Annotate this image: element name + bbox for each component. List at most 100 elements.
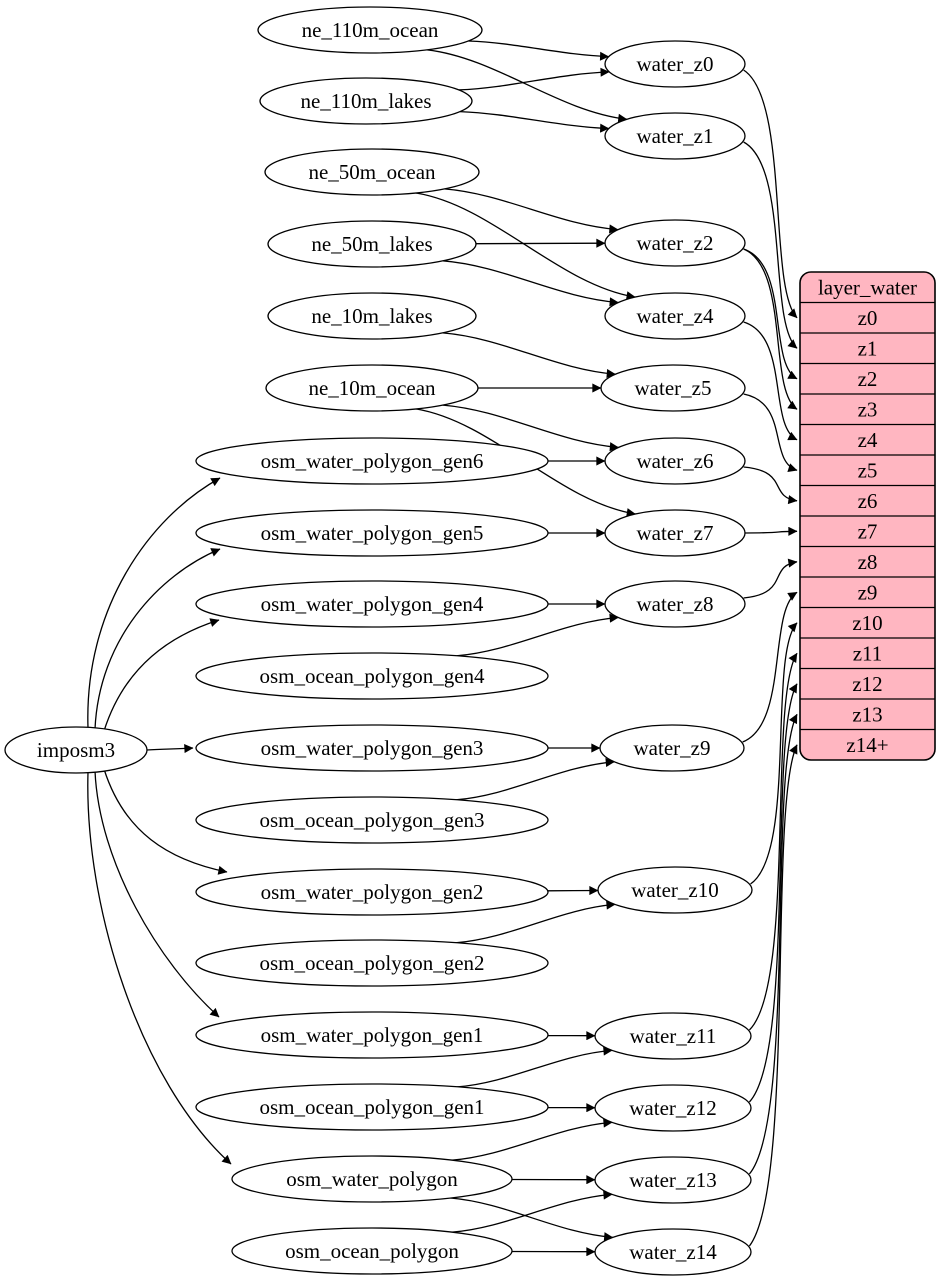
edge-water_z0-row-z0 xyxy=(743,69,798,319)
table-row-z12: z12 xyxy=(852,672,882,696)
node-water_z13: water_z13 xyxy=(594,1156,752,1204)
node-water_z10: water_z10 xyxy=(597,866,753,914)
node-osm_water_polygon_gen6: osm_water_polygon_gen6 xyxy=(195,437,549,485)
node-ellipse-osm_ocean_polygon_gen1 xyxy=(195,1083,549,1131)
node-label-water_z7: water_z7 xyxy=(637,521,714,545)
node-ellipse-water_z5 xyxy=(600,364,746,412)
table-row-z10: z10 xyxy=(852,611,882,635)
table-row-z5: z5 xyxy=(858,458,878,482)
node-label-water_z8: water_z8 xyxy=(637,592,714,616)
node-ellipse-water_z4 xyxy=(604,292,746,340)
node-label-ne_10m_ocean: ne_10m_ocean xyxy=(308,376,436,400)
node-water_z4: water_z4 xyxy=(604,292,746,340)
node-label-water_z14: water_z14 xyxy=(629,1240,717,1264)
node-osm_water_polygon_gen2: osm_water_polygon_gen2 xyxy=(195,868,549,916)
edge-water_z9-row-z9 xyxy=(742,591,798,743)
node-label-osm_ocean_polygon_gen1: osm_ocean_polygon_gen1 xyxy=(259,1095,484,1119)
node-label-osm_water_polygon: osm_water_polygon xyxy=(286,1167,458,1191)
table-title: layer_water xyxy=(818,275,917,299)
node-ellipse-osm_water_polygon xyxy=(231,1155,513,1203)
node-ellipse-water_z2 xyxy=(604,219,746,267)
node-label-water_z6: water_z6 xyxy=(637,449,714,473)
node-ellipse-osm_water_polygon_gen5 xyxy=(195,509,549,557)
node-label-water_z1: water_z1 xyxy=(637,124,714,148)
edge-osm_ocean_polygon_gen3-water_z9 xyxy=(456,757,615,801)
edge-water_z8-row-z8 xyxy=(743,558,798,599)
table-row-z14+: z14+ xyxy=(846,733,888,757)
table-row-z2: z2 xyxy=(858,367,878,391)
node-water_z1: water_z1 xyxy=(604,112,746,160)
node-ellipse-water_z13 xyxy=(594,1156,752,1204)
node-osm_ocean_polygon_gen4: osm_ocean_polygon_gen4 xyxy=(195,652,549,700)
node-imposm3: imposm3 xyxy=(4,726,148,774)
edge-water_z12-row-z12 xyxy=(748,683,798,1103)
edge-water_z1-row-z1 xyxy=(743,141,798,349)
node-osm_water_polygon_gen5: osm_water_polygon_gen5 xyxy=(195,509,549,557)
table-row-z11: z11 xyxy=(853,641,883,665)
edge-imposm3-osm_water_polygon xyxy=(87,771,232,1165)
node-ellipse-water_z9 xyxy=(599,724,745,772)
node-label-water_z11: water_z11 xyxy=(630,1024,717,1048)
node-water_z6: water_z6 xyxy=(604,437,746,485)
node-ellipse-ne_10m_ocean xyxy=(265,364,479,412)
node-label-water_z12: water_z12 xyxy=(629,1096,716,1120)
edge-ne_10m_lakes-water_z5 xyxy=(442,332,616,379)
edge-water_z5-row-z5 xyxy=(743,393,798,473)
node-ellipse-ne_50m_lakes xyxy=(267,220,477,268)
node-water_z11: water_z11 xyxy=(594,1012,752,1060)
node-ellipse-osm_water_polygon_gen1 xyxy=(195,1011,549,1059)
node-ellipse-osm_water_polygon_gen3 xyxy=(195,724,549,772)
edge-water_z11-row-z11 xyxy=(748,652,798,1031)
table-row-z3: z3 xyxy=(858,397,878,421)
node-label-osm_water_polygon_gen1: osm_water_polygon_gen1 xyxy=(261,1023,484,1047)
table-row-z7: z7 xyxy=(858,519,878,543)
node-ellipse-osm_ocean_polygon xyxy=(231,1227,513,1275)
edge-water_z2-row-z3 xyxy=(743,248,798,410)
node-label-imposm3: imposm3 xyxy=(37,738,115,762)
node-label-ne_10m_lakes: ne_10m_lakes xyxy=(311,304,432,328)
edge-osm_ocean_polygon-water_z13 xyxy=(451,1190,613,1233)
node-label-osm_ocean_polygon_gen4: osm_ocean_polygon_gen4 xyxy=(259,664,485,688)
edge-ne_50m_ocean-water_z2 xyxy=(444,188,619,234)
node-ellipse-osm_ocean_polygon_gen4 xyxy=(195,652,549,700)
edge-osm_water_polygon-water_z12 xyxy=(451,1118,613,1161)
node-water_z7: water_z7 xyxy=(604,509,746,557)
node-osm_water_polygon_gen1: osm_water_polygon_gen1 xyxy=(195,1011,549,1059)
table-row-z8: z8 xyxy=(858,550,878,574)
node-label-ne_110m_ocean: ne_110m_ocean xyxy=(302,18,439,42)
node-label-water_z9: water_z9 xyxy=(634,736,711,760)
node-label-water_z5: water_z5 xyxy=(635,376,712,400)
node-label-water_z10: water_z10 xyxy=(631,878,718,902)
node-ellipse-osm_water_polygon_gen4 xyxy=(195,580,549,628)
node-ellipse-osm_ocean_polygon_gen2 xyxy=(195,939,549,987)
node-ellipse-osm_water_polygon_gen2 xyxy=(195,868,549,916)
node-ellipse-water_z10 xyxy=(597,866,753,914)
node-ellipse-water_z6 xyxy=(604,437,746,485)
node-label-osm_water_polygon_gen4: osm_water_polygon_gen4 xyxy=(261,592,484,616)
node-osm_ocean_polygon_gen2: osm_ocean_polygon_gen2 xyxy=(195,939,549,987)
table-row-z13: z13 xyxy=(852,702,882,726)
node-ellipse-water_z14 xyxy=(594,1228,752,1276)
table-row-z9: z9 xyxy=(858,580,878,604)
node-osm_ocean_polygon: osm_ocean_polygon xyxy=(231,1227,513,1275)
node-label-osm_water_polygon_gen2: osm_water_polygon_gen2 xyxy=(261,880,484,904)
node-ellipse-water_z7 xyxy=(604,509,746,557)
node-ne_10m_lakes: ne_10m_lakes xyxy=(267,292,477,340)
node-osm_water_polygon: osm_water_polygon xyxy=(231,1155,513,1203)
node-ellipse-water_z12 xyxy=(594,1084,752,1132)
node-label-osm_ocean_polygon: osm_ocean_polygon xyxy=(285,1239,459,1263)
edge-water_z10-row-z10 xyxy=(750,622,798,885)
node-label-ne_110m_lakes: ne_110m_lakes xyxy=(300,89,431,113)
edge-ne_50m_lakes-water_z2 xyxy=(475,238,606,248)
node-osm_ocean_polygon_gen1: osm_ocean_polygon_gen1 xyxy=(195,1083,549,1131)
edge-imposm3-osm_water_polygon_gen3 xyxy=(146,743,194,754)
node-ellipse-ne_10m_lakes xyxy=(267,292,477,340)
edge-water_z14-row-z14+ xyxy=(748,744,798,1247)
edge-osm_water_polygon-water_z14 xyxy=(450,1197,614,1242)
node-label-water_z2: water_z2 xyxy=(637,231,714,255)
edges-layer xyxy=(87,40,798,1257)
edge-ne_50m_ocean-water_z4 xyxy=(415,192,636,301)
node-ellipse-ne_50m_ocean xyxy=(264,148,480,196)
edge-water_z13-row-z13 xyxy=(748,713,798,1175)
edge-imposm3-osm_water_polygon_gen1 xyxy=(94,770,220,1018)
